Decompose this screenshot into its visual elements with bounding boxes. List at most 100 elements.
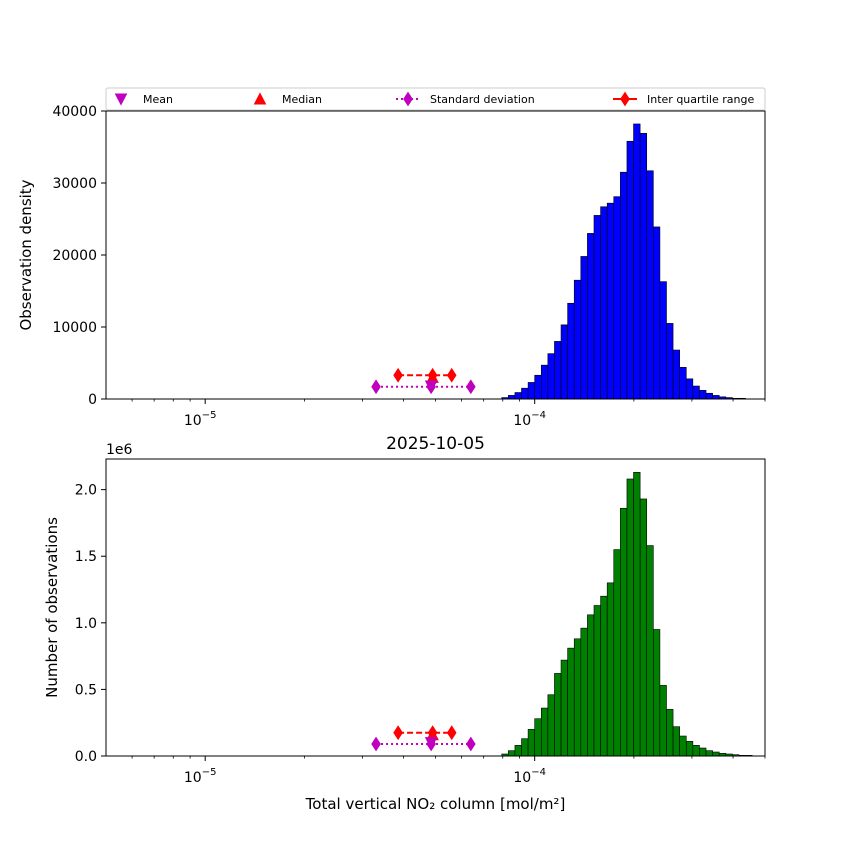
histogram-bar	[685, 378, 694, 400]
y-tick-label: 10000	[52, 320, 97, 336]
legend-entry-std: Standard deviation	[396, 91, 535, 107]
histogram-bar	[587, 614, 595, 757]
x-axis-title: Total vertical NO₂ column [mol/m²]	[305, 795, 566, 813]
histogram-bar	[547, 694, 555, 757]
histogram-bar	[573, 638, 582, 757]
histogram-bar	[560, 324, 568, 400]
x-tick-label-exponent: −5	[202, 767, 217, 778]
legend-marker	[253, 92, 267, 105]
chart-title: 2025-10-05	[386, 434, 485, 454]
x-tick-label-base: 10	[513, 770, 531, 786]
histogram-bar	[633, 123, 641, 400]
histogram-bar	[672, 726, 680, 757]
legend-entry-median: Median	[253, 92, 322, 106]
histogram-bar	[712, 395, 720, 400]
x-tick-label: 10−4	[513, 767, 546, 786]
iqr-marker	[446, 725, 457, 741]
histogram-bar	[514, 392, 522, 400]
y-tick-label: 30000	[52, 176, 97, 192]
histogram-bar	[653, 629, 661, 757]
histogram-bar	[646, 170, 654, 400]
legend: Mean Median Standard deviation Inter quarti…	[105, 87, 766, 111]
y-tick-label: 20000	[52, 248, 97, 264]
legend-label: Median	[282, 93, 322, 106]
histogram-bar	[540, 707, 549, 757]
y-offset-label: 1e6	[106, 442, 133, 458]
histogram-bar	[527, 729, 535, 757]
histogram-bars	[501, 472, 753, 757]
histogram-bar	[600, 206, 608, 400]
histogram-bar	[666, 323, 674, 400]
histogram-bar	[699, 390, 707, 400]
std-marker	[466, 736, 476, 752]
histogram-bar	[613, 549, 621, 757]
x-tick-label: 10−5	[184, 767, 217, 786]
histogram-bars	[501, 123, 746, 400]
legend-entry-iqr: Inter quartile range	[613, 91, 754, 107]
histogram-bar	[620, 171, 628, 400]
histogram-bar	[712, 751, 720, 757]
histogram-bar	[554, 341, 562, 400]
iqr-marker	[393, 367, 403, 383]
x-tick-label-base: 10	[513, 413, 531, 429]
histogram-bar	[692, 385, 700, 400]
std-marker	[371, 736, 381, 752]
histogram-bar	[606, 202, 615, 400]
histogram-bar	[705, 392, 713, 400]
histogram-bar	[508, 395, 516, 400]
y-tick-label: 0	[88, 392, 97, 408]
histogram-bar	[692, 745, 700, 757]
y-tick-label: 2.0	[75, 483, 97, 499]
histogram-bar	[679, 367, 687, 400]
histogram-bar	[705, 750, 713, 757]
x-tick-label: 10−5	[184, 410, 217, 429]
histogram-bar	[573, 279, 582, 400]
mean-marker	[424, 380, 438, 393]
x-tick-label: 10−4	[513, 410, 546, 429]
histogram-bar	[600, 595, 608, 757]
y-tick-label: 0.0	[75, 749, 97, 765]
y-tick-label: 0.5	[75, 682, 97, 698]
histogram-bar	[666, 709, 674, 757]
statistics-markers	[371, 725, 476, 752]
histogram-bar	[699, 747, 707, 757]
histogram-bar	[659, 685, 667, 757]
histogram-bar	[685, 741, 694, 757]
y-tick-label: 1.0	[75, 616, 97, 632]
histogram-bar	[547, 353, 555, 400]
histogram-bar	[540, 364, 549, 400]
histogram-bar	[593, 605, 601, 757]
histogram-bar	[639, 498, 648, 757]
x-tick-label-base: 10	[184, 413, 202, 429]
histogram-bar	[580, 627, 588, 757]
histogram-bar	[521, 387, 529, 400]
y-tick-label: 1.5	[75, 549, 97, 565]
histogram-bar	[672, 349, 680, 400]
y-axis-title: Number of observations	[43, 517, 61, 698]
histogram-bar	[679, 735, 687, 757]
legend-label: Mean	[143, 93, 173, 106]
histogram-bar	[554, 673, 562, 757]
histogram-bar	[580, 256, 588, 400]
histogram-bar	[534, 374, 542, 400]
histogram-bar	[567, 647, 575, 757]
histogram-bar	[633, 472, 641, 757]
histogram-bar	[534, 718, 542, 757]
legend-entry-mean: Mean	[114, 93, 173, 106]
histogram-bar	[659, 281, 667, 400]
histogram-bar	[613, 196, 621, 400]
histogram-bar	[567, 302, 575, 400]
histogram-bar	[514, 745, 522, 757]
legend-frame	[105, 87, 766, 111]
std-marker	[466, 379, 476, 395]
histogram-bar	[653, 226, 661, 400]
x-minor-ticks	[131, 756, 766, 759]
histogram-bar	[560, 659, 568, 757]
histogram-bar	[626, 478, 634, 757]
histogram-bar	[521, 738, 529, 757]
histogram-bar	[606, 582, 615, 757]
histogram-bar	[587, 233, 595, 400]
histogram-bar	[527, 382, 535, 400]
